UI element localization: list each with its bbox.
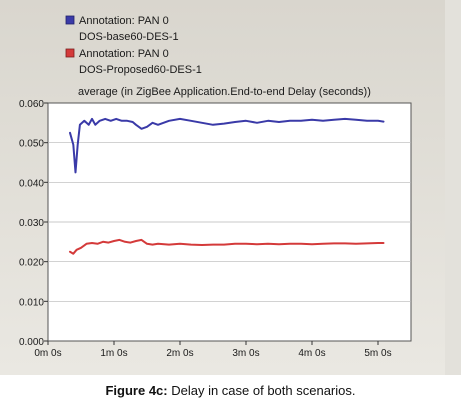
legend-label-proposed-line1: Annotation: PAN 0 xyxy=(79,48,169,60)
y-tick-label: 0.060 xyxy=(19,99,44,110)
legend-swatch-proposed xyxy=(65,48,75,58)
y-tick-label: 0.010 xyxy=(19,297,44,308)
chart-title: average (in ZigBee Application.End-to-en… xyxy=(78,86,371,98)
x-tick-label: 0m 0s xyxy=(34,348,61,359)
x-tick-label: 2m 0s xyxy=(166,348,193,359)
y-tick-label: 0.040 xyxy=(19,178,44,189)
caption-label: Figure 4c: xyxy=(105,383,168,398)
y-tick-label: 0.050 xyxy=(19,139,44,150)
figure-caption: Figure 4c: Delay in case of both scenari… xyxy=(0,383,461,398)
x-tick-label: 3m 0s xyxy=(232,348,259,359)
series xyxy=(69,117,385,255)
chart: Annotation: PAN 0 DOS-base60-DES-1 Annot… xyxy=(0,0,461,375)
caption-text: Delay in case of both scenarios. xyxy=(167,383,356,398)
axis-ticks: 0.000 0.010 0.020 0.030 0.040 0.050 0.060 0m 0s… xyxy=(19,99,392,359)
grid xyxy=(48,142,411,302)
x-tick-label: 1m 0s xyxy=(100,348,127,359)
legend-label-base-line2: DOS-base60-DES-1 xyxy=(79,31,179,43)
y-tick-label: 0.030 xyxy=(19,218,44,229)
legend-label-base-line1: Annotation: PAN 0 xyxy=(79,15,169,27)
series-line-proposed xyxy=(69,238,385,255)
legend: Annotation: PAN 0 DOS-base60-DES-1 Annot… xyxy=(65,15,202,76)
x-tick-label: 5m 0s xyxy=(364,348,391,359)
x-tick-label: 4m 0s xyxy=(298,348,325,359)
series-line-base xyxy=(69,117,385,174)
legend-label-proposed-line2: DOS-Proposed60-DES-1 xyxy=(79,64,202,76)
y-tick-label: 0.000 xyxy=(19,337,44,348)
legend-swatch-base xyxy=(65,15,75,25)
y-tick-label: 0.020 xyxy=(19,258,44,269)
